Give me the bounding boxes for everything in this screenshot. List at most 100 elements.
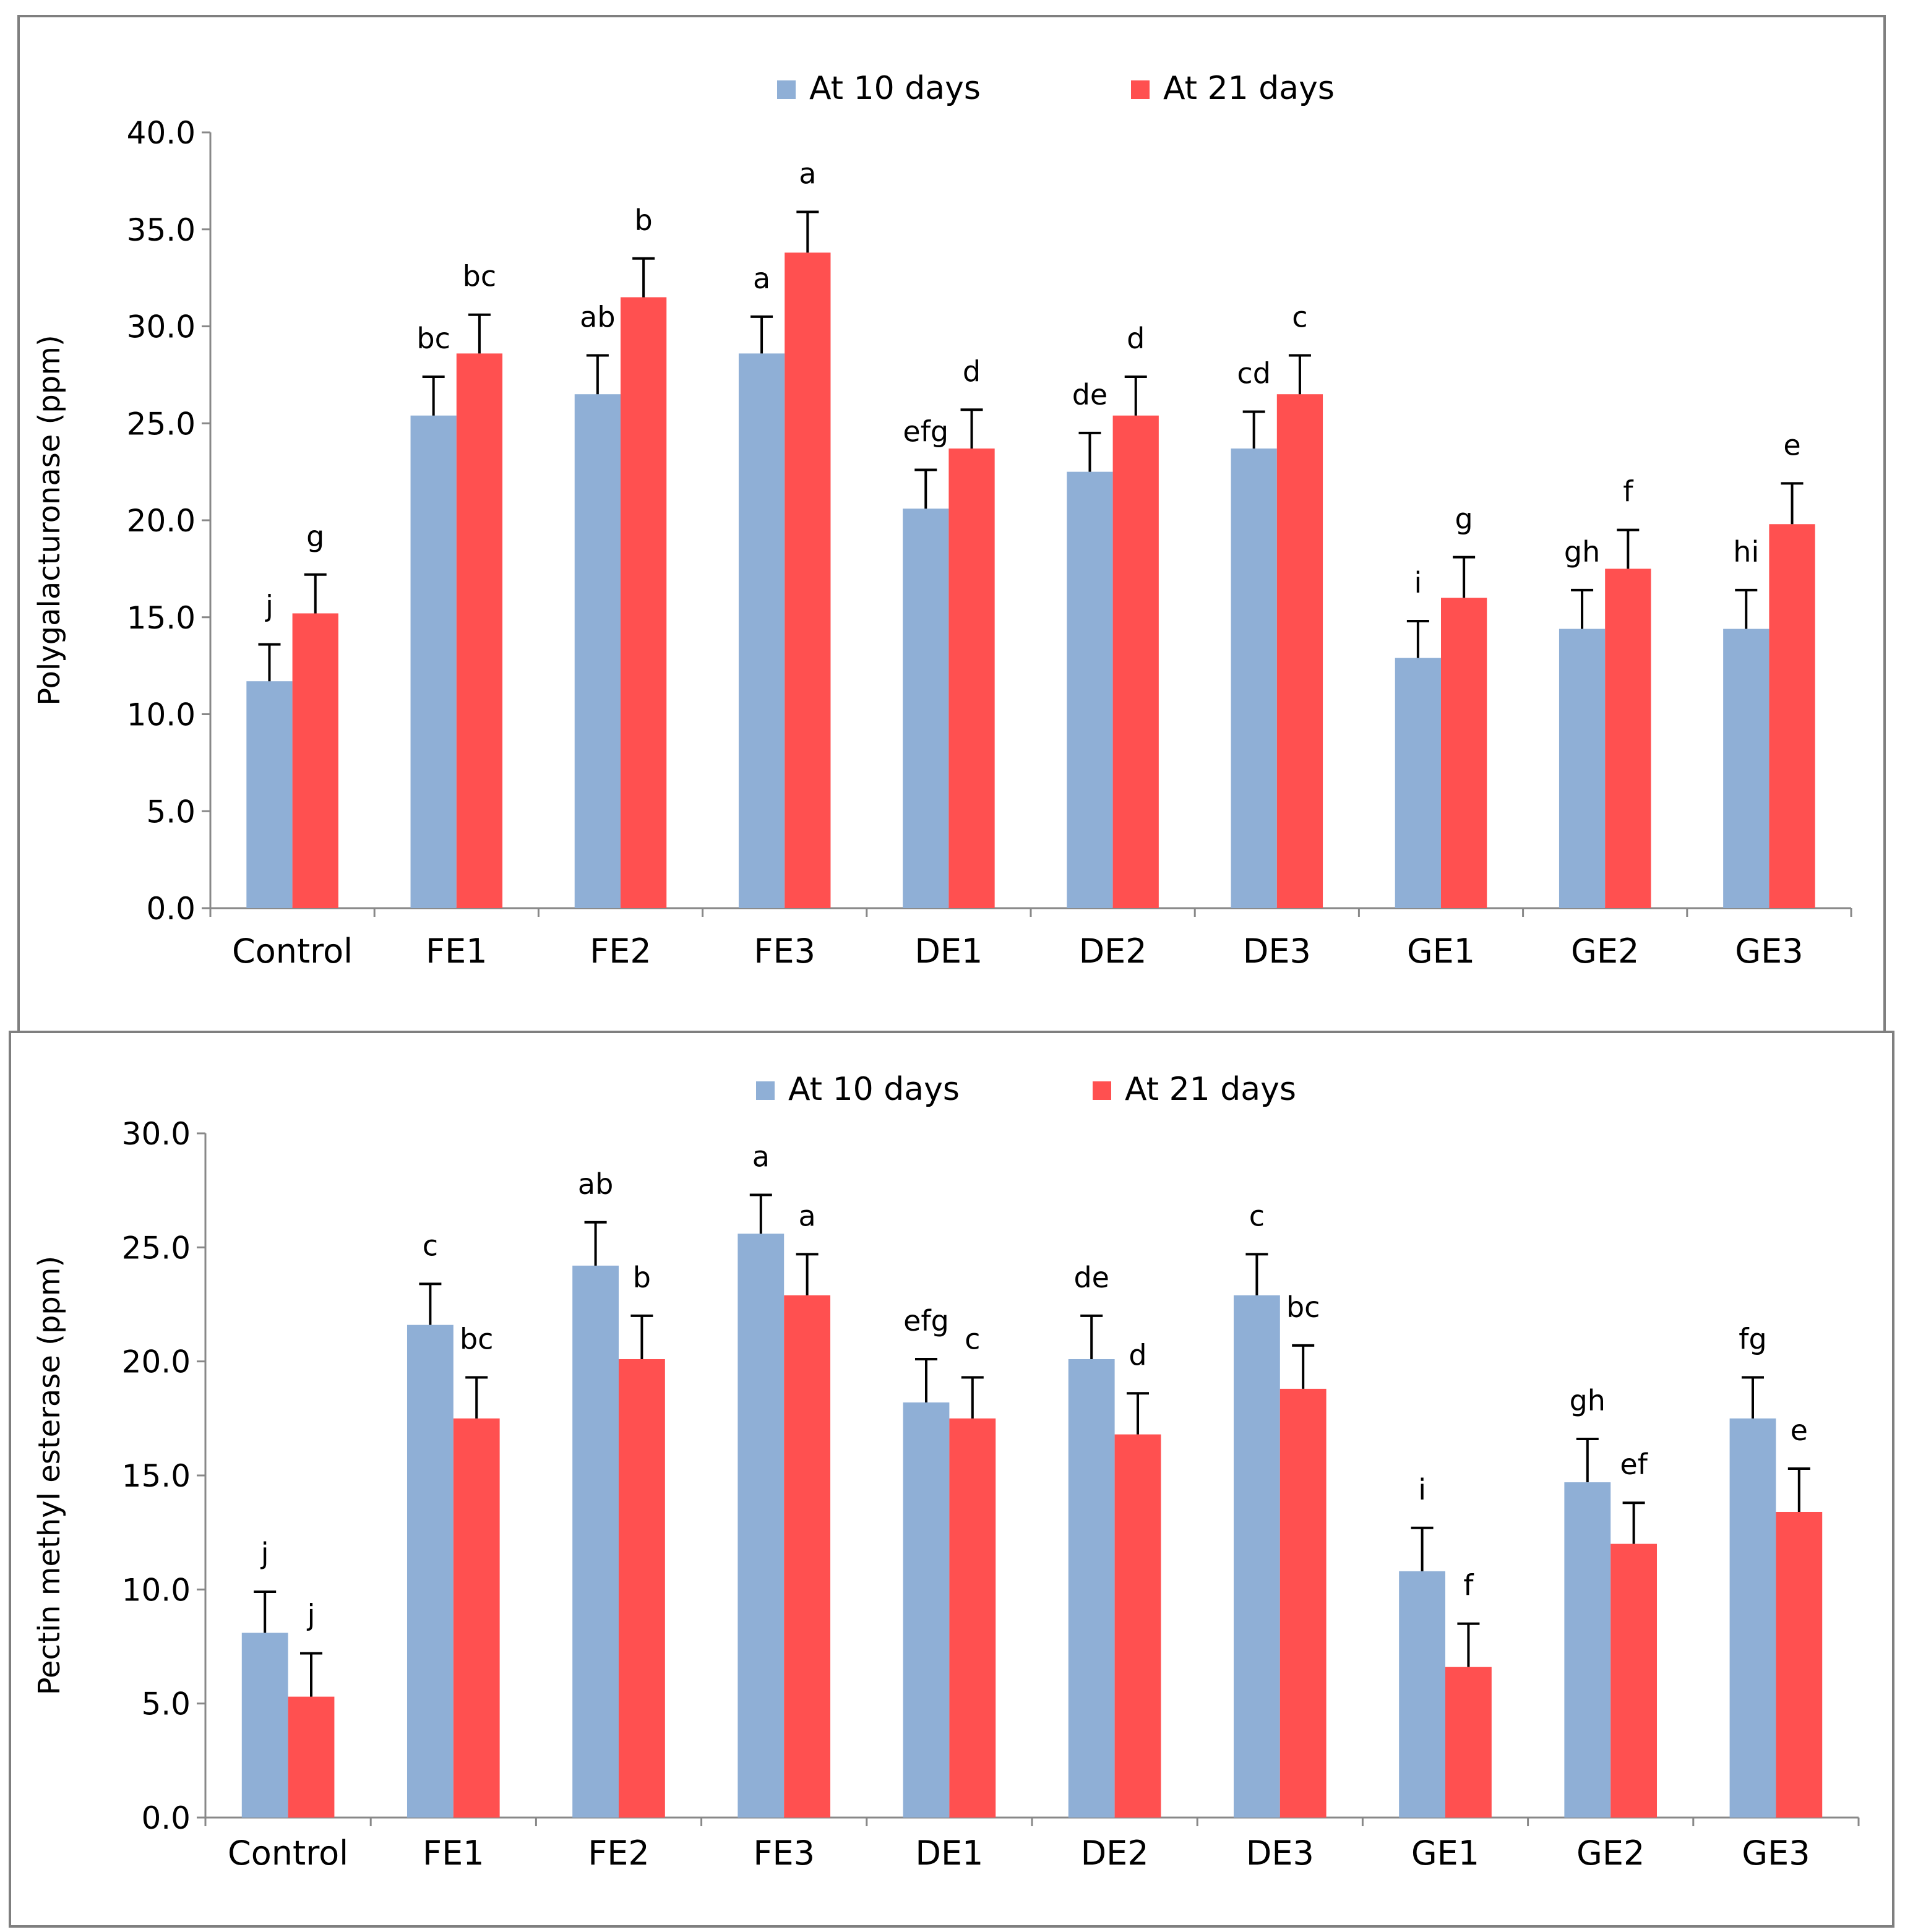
bar xyxy=(737,1234,785,1818)
significance-label: hi xyxy=(1733,535,1759,569)
chart-pectin-methyl-esterase: 0.0 5.0 10.0 15.0 20.0 25.0 30.0 Pectin methyl … xyxy=(32,1071,1860,1873)
bar xyxy=(1564,1482,1611,1818)
significance-label: f xyxy=(1463,1569,1474,1602)
significance-label: d xyxy=(963,354,981,388)
bar xyxy=(1233,1295,1280,1818)
bar xyxy=(948,449,995,908)
significance-label: ef xyxy=(1620,1448,1648,1481)
y-tick-label: 35.0 xyxy=(127,212,196,248)
legend-label: At 21 days xyxy=(1163,70,1335,107)
bar xyxy=(246,681,293,908)
x-tick-label: GE2 xyxy=(1576,1834,1645,1873)
bar xyxy=(619,1359,665,1818)
significance-label: e xyxy=(1783,428,1800,462)
x-tick-label: GE2 xyxy=(1571,932,1639,971)
significance-label: i xyxy=(1414,566,1422,599)
y-tick-label: 40.0 xyxy=(127,115,196,151)
y-tick-label: 25.0 xyxy=(127,406,196,442)
significance-label: gh xyxy=(1570,1384,1606,1417)
bar xyxy=(1776,1511,1823,1818)
bar xyxy=(1769,524,1815,908)
x-tick-label: GE3 xyxy=(1742,1834,1810,1873)
significance-label: a xyxy=(799,157,816,191)
legend-label: At 10 days xyxy=(809,70,981,107)
y-tick-label: 0.0 xyxy=(141,1800,191,1836)
significance-label: de xyxy=(1073,1261,1109,1294)
significance-label: a xyxy=(799,1199,816,1232)
x-tick-label: DE2 xyxy=(1081,1834,1149,1873)
bar xyxy=(1395,658,1441,908)
significance-label: c xyxy=(1249,1199,1265,1232)
y-tick-label: 5.0 xyxy=(141,1686,191,1722)
y-tick-label: 20.0 xyxy=(127,503,196,539)
bar xyxy=(738,353,785,908)
x-tick-label: FE2 xyxy=(590,932,651,971)
significance-label: g xyxy=(1455,502,1473,536)
bar xyxy=(1441,598,1487,908)
bar xyxy=(456,353,503,908)
x-tick-label: DE2 xyxy=(1079,932,1147,971)
significance-label: e xyxy=(1791,1414,1808,1447)
significance-label: ab xyxy=(578,1167,613,1201)
y-tick-label: 30.0 xyxy=(122,1116,191,1152)
y-tick-label: 30.0 xyxy=(127,309,196,345)
y-tick-label: 0.0 xyxy=(146,891,196,927)
y-axis-title: Pectin methyl esterase (ppm) xyxy=(32,1256,67,1696)
significance-label: bc xyxy=(460,1322,494,1355)
significance-label: bc xyxy=(463,260,497,293)
legend-swatch xyxy=(1131,80,1150,99)
bar xyxy=(1279,1388,1327,1818)
significance-label: c xyxy=(423,1229,438,1262)
y-axis-title: Polygalacturonase (ppm) xyxy=(32,335,67,705)
bar xyxy=(949,1418,996,1818)
significance-label: fg xyxy=(1739,1322,1766,1355)
significance-label: de xyxy=(1072,378,1108,411)
chart-polygalacturonase: 0.0 5.0 10.0 15.0 20.0 25.0 30.0 35.0 40.0 Polyga… xyxy=(32,70,1852,971)
bar xyxy=(1114,1434,1161,1818)
significance-label: j xyxy=(260,1537,269,1570)
bar xyxy=(292,613,338,908)
bar xyxy=(1067,471,1113,908)
bar xyxy=(1605,569,1651,908)
bar xyxy=(1445,1667,1492,1818)
legend-label: At 10 days xyxy=(788,1071,960,1108)
bar xyxy=(241,1633,288,1818)
legend-swatch xyxy=(777,80,796,99)
x-tick-label: FE3 xyxy=(753,1834,815,1873)
bar xyxy=(1068,1359,1115,1818)
significance-label: bc xyxy=(416,322,450,355)
x-tick-label: Control xyxy=(232,932,353,971)
bar xyxy=(410,415,457,908)
y-tick-label: 20.0 xyxy=(122,1344,191,1380)
x-tick-label: FE1 xyxy=(426,932,488,971)
bar xyxy=(453,1418,500,1818)
significance-label: a xyxy=(753,262,770,295)
significance-label: j xyxy=(307,1599,316,1632)
x-tick-label: DE1 xyxy=(915,1834,983,1873)
y-tick-label: 15.0 xyxy=(127,600,196,636)
y-tick-label: 5.0 xyxy=(146,794,196,830)
bar xyxy=(574,394,621,908)
y-tick-label: 25.0 xyxy=(122,1230,191,1266)
x-tick-label: GE1 xyxy=(1411,1834,1479,1873)
significance-label: j xyxy=(265,590,273,623)
x-tick-label: DE1 xyxy=(914,932,983,971)
significance-label: c xyxy=(1292,301,1307,334)
x-tick-label: DE3 xyxy=(1246,1834,1314,1873)
x-tick-label: FE3 xyxy=(754,932,815,971)
bar xyxy=(288,1696,335,1818)
bar xyxy=(903,509,949,908)
bar xyxy=(785,252,831,908)
significance-label: gh xyxy=(1564,535,1600,569)
significance-label: a xyxy=(752,1140,770,1174)
bar xyxy=(1231,449,1277,908)
significance-label: i xyxy=(1418,1473,1426,1506)
significance-label: b xyxy=(635,204,653,237)
significance-label: f xyxy=(1623,475,1634,509)
bar xyxy=(1399,1571,1445,1818)
bar xyxy=(406,1324,454,1818)
x-tick-label: FE1 xyxy=(423,1834,484,1873)
significance-label: g xyxy=(306,520,324,553)
bar xyxy=(784,1295,831,1818)
